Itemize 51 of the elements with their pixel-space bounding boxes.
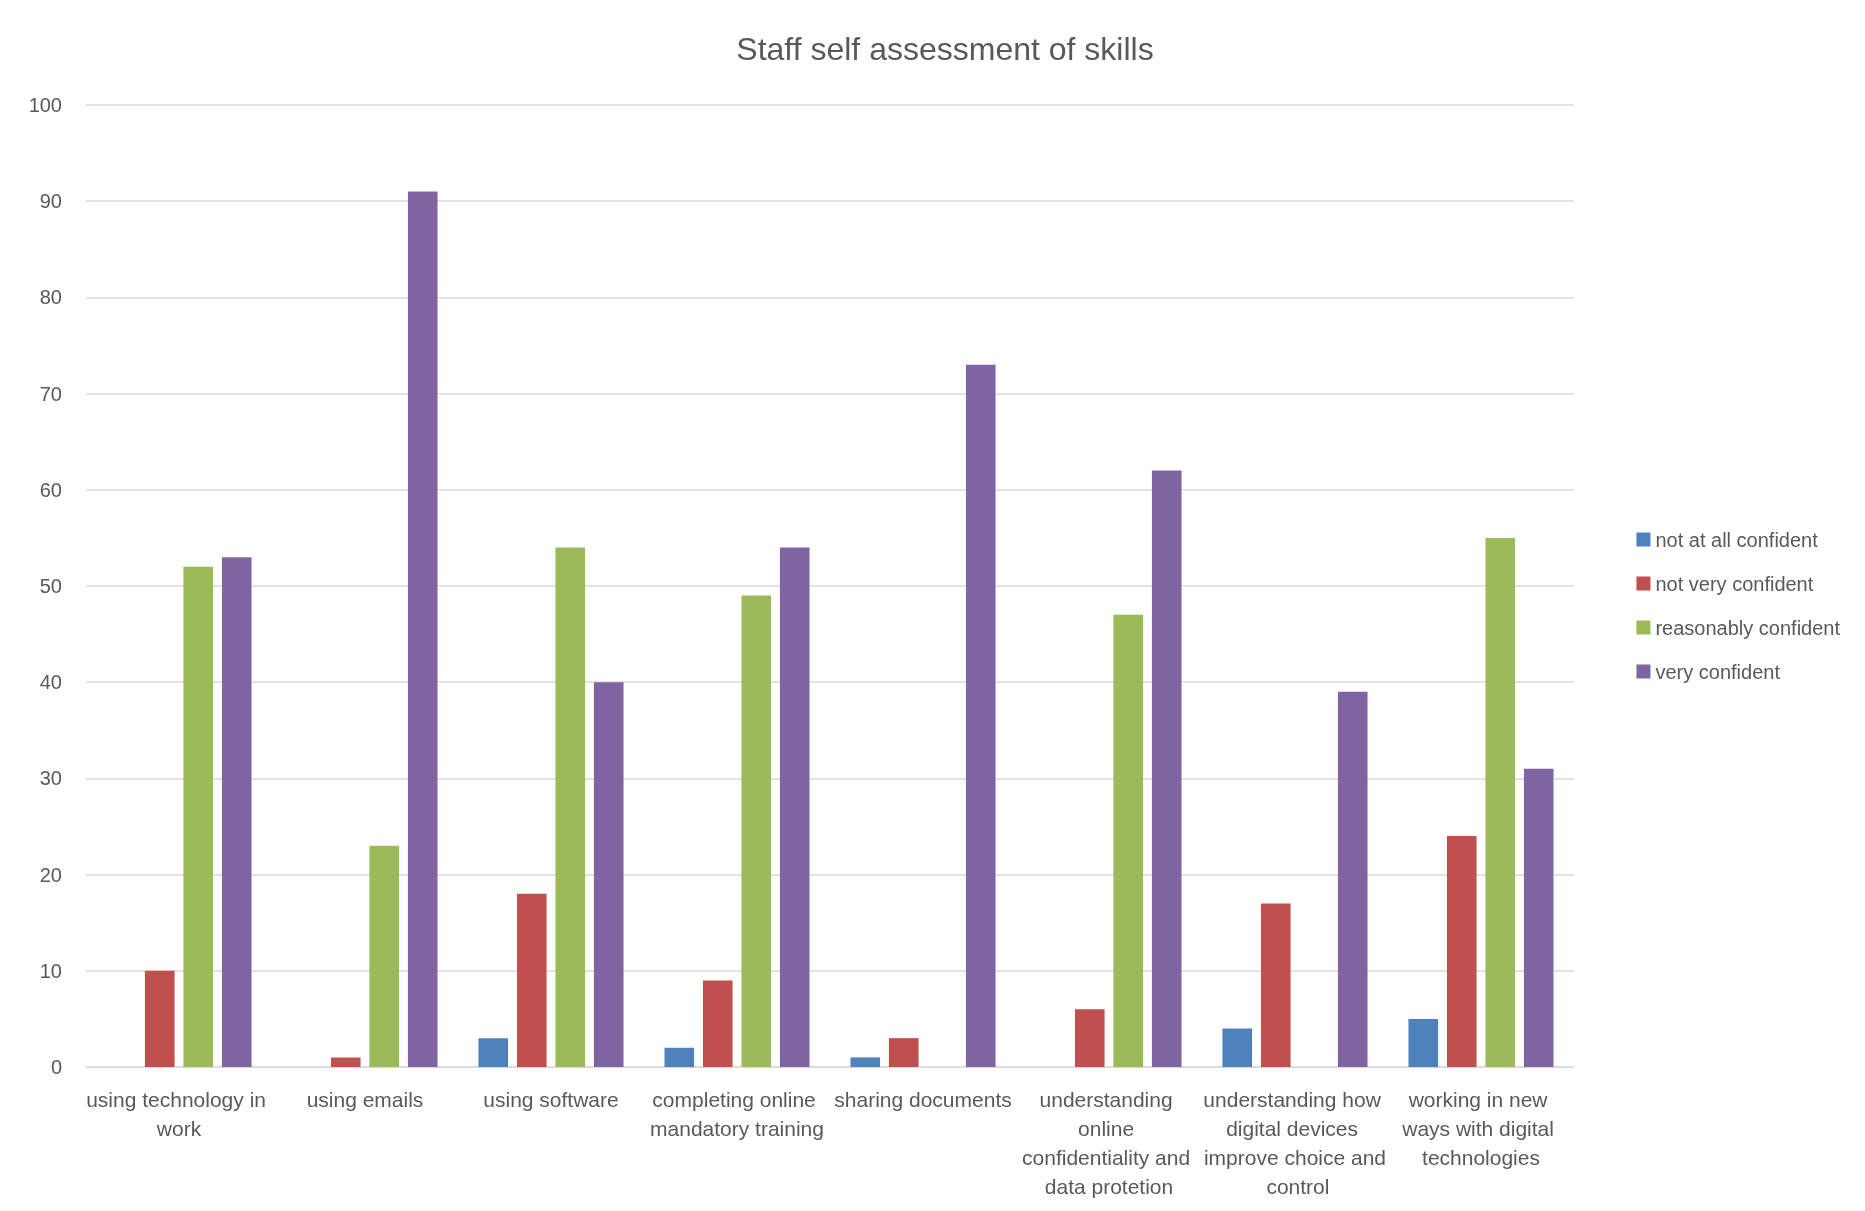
bar — [516, 893, 547, 1067]
bar — [1446, 836, 1477, 1067]
x-tick-label: using software — [483, 1088, 619, 1111]
x-tick-label: completing online mandatory training — [650, 1088, 824, 1140]
chart-title: Staff self assessment of skills — [736, 31, 1154, 67]
bar — [593, 682, 624, 1067]
bar — [888, 1038, 919, 1067]
bar — [369, 845, 400, 1067]
bar — [1260, 903, 1291, 1067]
bar — [1523, 768, 1554, 1067]
y-tick-label: 20 — [39, 863, 62, 886]
y-tick-label: 50 — [39, 575, 62, 597]
bar — [664, 1047, 695, 1067]
x-tick-label: working in new ways with digital technologies — [1401, 1088, 1560, 1169]
y-tick-label: 70 — [39, 382, 62, 405]
x-tick-label: using emails — [306, 1088, 424, 1111]
y-tick-label: 80 — [39, 286, 62, 309]
y-tick-label: 60 — [39, 478, 62, 501]
legend-label: very confident — [1655, 660, 1781, 683]
bar — [555, 547, 586, 1067]
x-tick-label: understanding how digital devices improve choice and control — [1203, 1088, 1387, 1198]
bar — [330, 1057, 361, 1067]
bar — [221, 557, 252, 1067]
bar — [1222, 1028, 1253, 1067]
bar — [741, 595, 772, 1067]
legend-label: not at all confident — [1655, 528, 1819, 551]
bar — [478, 1038, 509, 1067]
bar — [1408, 1018, 1439, 1067]
legend-label: reasonably confident — [1655, 616, 1841, 639]
y-tick-label: 40 — [39, 671, 62, 694]
bar — [144, 970, 175, 1067]
bar — [779, 547, 810, 1067]
legend-label: not very confident — [1655, 572, 1814, 595]
x-tick-label: understanding online confidentiality and data protetion — [1022, 1088, 1196, 1198]
y-tick-label: 30 — [39, 767, 62, 790]
bar — [850, 1057, 881, 1067]
y-tick-label: 90 — [39, 190, 62, 213]
bar — [965, 364, 996, 1067]
bar — [702, 980, 733, 1067]
bar — [1485, 537, 1516, 1067]
bar — [1151, 470, 1182, 1067]
x-tick-label: sharing documents — [834, 1088, 1012, 1111]
bar — [407, 191, 438, 1067]
bar — [183, 566, 214, 1067]
x-tick-label: using technology in work — [86, 1088, 272, 1140]
y-tick-label: 10 — [39, 959, 62, 982]
bar — [1074, 1009, 1105, 1067]
bar — [1113, 614, 1144, 1067]
bar — [1337, 691, 1368, 1067]
y-tick-label: 100 — [28, 94, 62, 116]
y-tick-label: 0 — [50, 1056, 62, 1078]
